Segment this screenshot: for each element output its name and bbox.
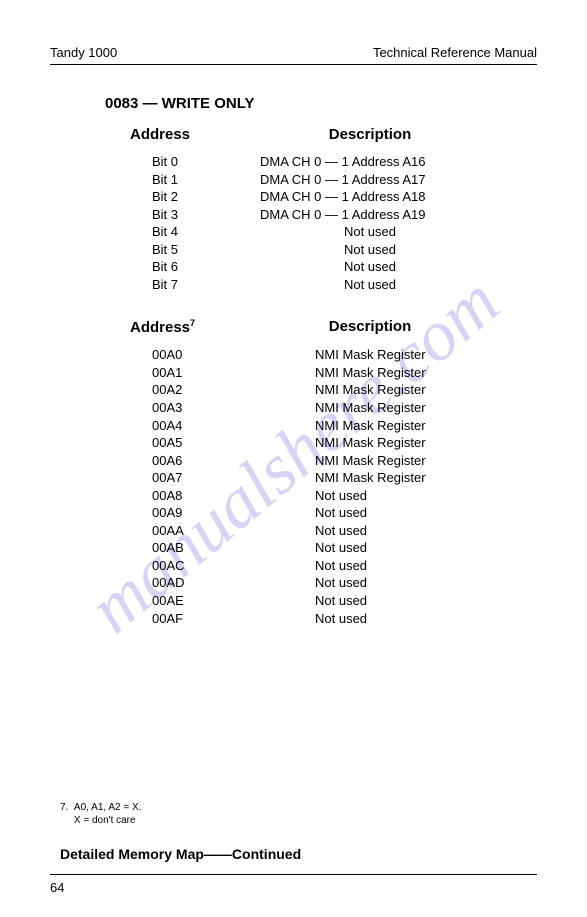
table-1: Address Description Bit 0DMA CH 0 — 1 Ad… [130,126,537,293]
cell-description: Not used [260,522,480,540]
footer-title: Detailed Memory Map——Continued [60,846,301,862]
header-left: Tandy 1000 [50,45,117,60]
table-row: Bit 0DMA CH 0 — 1 Address A16 [130,153,537,171]
cell-address: Bit 1 [130,171,260,189]
cell-address: 00A7 [130,469,260,487]
superscript-7: 7 [190,318,195,328]
page-header: Tandy 1000 Technical Reference Manual [50,45,537,65]
table-row: 00A0NMI Mask Register [130,346,537,364]
cell-address: Bit 5 [130,241,260,259]
cell-description: Not used [260,539,480,557]
table-row: Bit 6Not used [130,258,537,276]
table-row: Bit 4Not used [130,223,537,241]
cell-address: 00AE [130,592,260,610]
footnote-line2: X = don't care [74,815,136,826]
cell-description: Not used [260,557,480,575]
cell-address: 00AF [130,610,260,628]
table-2-headers: Address7 Description [130,318,537,336]
table-row: 00A1NMI Mask Register [130,364,537,382]
cell-description: Not used [260,241,480,259]
cell-address: 00A9 [130,504,260,522]
table-row: Bit 1DMA CH 0 — 1 Address A17 [130,171,537,189]
cell-address: Bit 7 [130,276,260,294]
table-row: 00A2NMI Mask Register [130,381,537,399]
cell-description: NMI Mask Register [260,469,480,487]
table-row: Bit 2DMA CH 0 — 1 Address A18 [130,188,537,206]
cell-description: NMI Mask Register [260,346,480,364]
cell-description: DMA CH 0 — 1 Address A17 [260,171,480,189]
cell-description: Not used [260,276,480,294]
col-header-description-2: Description [260,318,480,336]
table-row: 00A7NMI Mask Register [130,469,537,487]
table-row: Bit 5Not used [130,241,537,259]
col-header-address: Address [130,126,260,143]
cell-address: 00A1 [130,364,260,382]
cell-address: 00A3 [130,399,260,417]
col-header-description: Description [260,126,480,143]
cell-description: Not used [260,487,480,505]
cell-address: 00AD [130,574,260,592]
cell-address: Bit 4 [130,223,260,241]
section-title: 0083 — WRITE ONLY [105,95,537,112]
table-row: 00A4NMI Mask Register [130,417,537,435]
table-row: 00A5NMI Mask Register [130,434,537,452]
table-row: Bit 7Not used [130,276,537,294]
cell-description: DMA CH 0 — 1 Address A18 [260,188,480,206]
cell-description: NMI Mask Register [260,452,480,470]
cell-description: Not used [260,592,480,610]
table-row: 00A3NMI Mask Register [130,399,537,417]
table-row: 00ABNot used [130,539,537,557]
cell-description: NMI Mask Register [260,381,480,399]
table-row: 00A8Not used [130,487,537,505]
cell-description: NMI Mask Register [260,434,480,452]
cell-address: 00A2 [130,381,260,399]
cell-description: Not used [260,258,480,276]
cell-description: NMI Mask Register [260,399,480,417]
page-number: 64 [50,880,64,895]
cell-address: 00AA [130,522,260,540]
cell-address: Bit 6 [130,258,260,276]
cell-description: Not used [260,610,480,628]
footnote-line1: A0, A1, A2 = X. [74,802,142,813]
table-row: 00AANot used [130,522,537,540]
table-1-headers: Address Description [130,126,537,143]
cell-description: NMI Mask Register [260,417,480,435]
footnote-num: 7. [60,802,68,813]
header-right: Technical Reference Manual [373,45,537,60]
cell-address: Bit 3 [130,206,260,224]
cell-address: 00A5 [130,434,260,452]
cell-address: 00AB [130,539,260,557]
table-row: 00ADNot used [130,574,537,592]
cell-description: Not used [260,223,480,241]
table-row: Bit 3DMA CH 0 — 1 Address A19 [130,206,537,224]
footer-rule [50,874,537,875]
col-header-address-2: Address7 [130,318,260,336]
cell-address: 00AC [130,557,260,575]
table-row: 00ACNot used [130,557,537,575]
table-row: 00A6NMI Mask Register [130,452,537,470]
page-content: Tandy 1000 Technical Reference Manual 00… [50,45,537,627]
cell-address: 00A8 [130,487,260,505]
table-row: 00AFNot used [130,610,537,628]
cell-description: NMI Mask Register [260,364,480,382]
cell-address: 00A0 [130,346,260,364]
cell-description: DMA CH 0 — 1 Address A16 [260,153,480,171]
table-row: 00AENot used [130,592,537,610]
cell-description: Not used [260,504,480,522]
cell-description: Not used [260,574,480,592]
table-2: Address7 Description 00A0NMI Mask Regist… [130,318,537,627]
cell-address: 00A4 [130,417,260,435]
cell-address: Bit 0 [130,153,260,171]
cell-address: Bit 2 [130,188,260,206]
cell-description: DMA CH 0 — 1 Address A19 [260,206,480,224]
table-row: 00A9Not used [130,504,537,522]
cell-address: 00A6 [130,452,260,470]
footnote: 7. A0, A1, A2 = X. X = don't care [60,801,141,827]
